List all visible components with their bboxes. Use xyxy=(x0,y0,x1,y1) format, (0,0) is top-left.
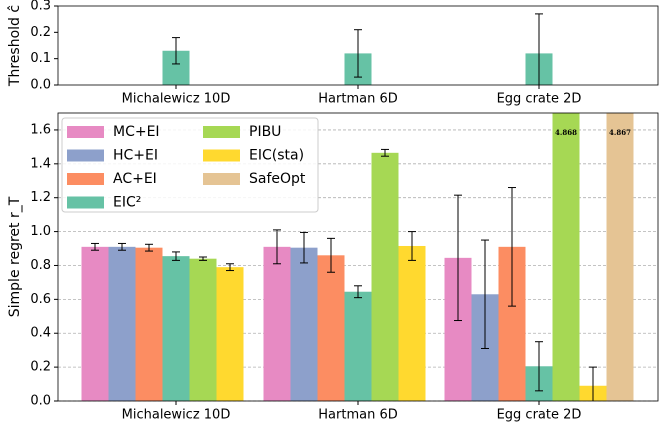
bar xyxy=(162,256,190,401)
y-tick-label: 0.1 xyxy=(30,51,51,66)
y-axis-label: Simple regret r_T xyxy=(7,196,23,317)
legend-swatch xyxy=(67,149,104,162)
y-tick-label: 1.4 xyxy=(30,156,51,171)
bar xyxy=(552,113,580,401)
x-tick-label: Hartman 6D xyxy=(318,408,397,423)
legend-box xyxy=(61,117,319,213)
legend-label: MC+EI xyxy=(113,124,160,140)
axes-frame xyxy=(57,5,659,86)
legend-label: PIBU xyxy=(249,124,281,140)
legend-label: HC+EI xyxy=(113,148,158,164)
bar xyxy=(290,247,318,401)
bar xyxy=(263,246,291,401)
y-tick-label: 1.2 xyxy=(30,190,51,205)
plot-area xyxy=(162,13,553,85)
y-tick-label: 0.2 xyxy=(30,360,51,375)
y-tick-label: 0.6 xyxy=(30,292,51,307)
bar xyxy=(398,245,426,401)
y-tick-label: 0.3 xyxy=(30,0,51,14)
axes-frame xyxy=(57,112,659,402)
bar xyxy=(135,247,163,401)
x-tick-label: Egg crate 2D xyxy=(497,408,582,423)
x-tick-label: Michalewicz 10D xyxy=(122,408,231,423)
y-tick-label: 0.0 xyxy=(30,394,51,409)
x-tick-label: Hartman 6D xyxy=(318,92,397,107)
bar xyxy=(216,267,244,401)
legend-swatch xyxy=(67,173,104,185)
legend-swatch xyxy=(203,126,240,138)
bar xyxy=(371,152,399,401)
y-tick-label: 1.0 xyxy=(30,224,51,239)
bar xyxy=(317,255,345,401)
legend-label: EIC(sta) xyxy=(249,148,304,164)
y-axis-label: Threshold ĉ xyxy=(7,5,23,87)
bar xyxy=(606,113,634,401)
legend-swatch xyxy=(67,126,104,138)
y-tick-label: 1.6 xyxy=(30,122,51,137)
y-tick-label: 0.0 xyxy=(30,78,51,93)
x-tick-label: Michalewicz 10D xyxy=(122,92,231,107)
bar xyxy=(344,291,372,401)
value-label: 4.867 xyxy=(609,128,631,137)
value-label: 4.868 xyxy=(555,128,577,137)
legend-swatch xyxy=(203,149,240,162)
bar xyxy=(108,246,136,401)
legend-swatch xyxy=(67,196,104,209)
legend-label: SafeOpt xyxy=(249,171,306,187)
bar xyxy=(81,246,109,401)
y-tick-label: 0.4 xyxy=(30,326,51,341)
legend-label: AC+EI xyxy=(113,171,157,187)
y-tick-label: 0.2 xyxy=(30,25,51,40)
x-tick-label: Egg crate 2D xyxy=(497,92,582,107)
bar xyxy=(189,258,217,401)
y-tick-label: 0.8 xyxy=(30,258,51,273)
plot-area xyxy=(81,113,634,401)
legend-swatch xyxy=(203,173,240,185)
legend-label: EIC² xyxy=(113,195,141,211)
